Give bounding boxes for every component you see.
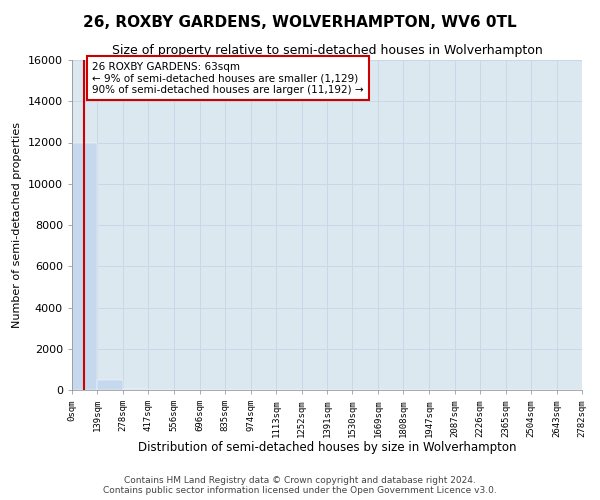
Y-axis label: Number of semi-detached properties: Number of semi-detached properties: [12, 122, 22, 328]
Text: 26, ROXBY GARDENS, WOLVERHAMPTON, WV6 0TL: 26, ROXBY GARDENS, WOLVERHAMPTON, WV6 0T…: [83, 15, 517, 30]
Text: Contains HM Land Registry data © Crown copyright and database right 2024.
Contai: Contains HM Land Registry data © Crown c…: [103, 476, 497, 495]
Bar: [97, 380, 123, 390]
X-axis label: Distribution of semi-detached houses by size in Wolverhampton: Distribution of semi-detached houses by …: [138, 441, 516, 454]
Bar: [123, 389, 148, 390]
Title: Size of property relative to semi-detached houses in Wolverhampton: Size of property relative to semi-detach…: [112, 44, 542, 58]
Bar: [72, 142, 97, 390]
Text: 26 ROXBY GARDENS: 63sqm
← 9% of semi-detached houses are smaller (1,129)
90% of : 26 ROXBY GARDENS: 63sqm ← 9% of semi-det…: [92, 62, 364, 95]
